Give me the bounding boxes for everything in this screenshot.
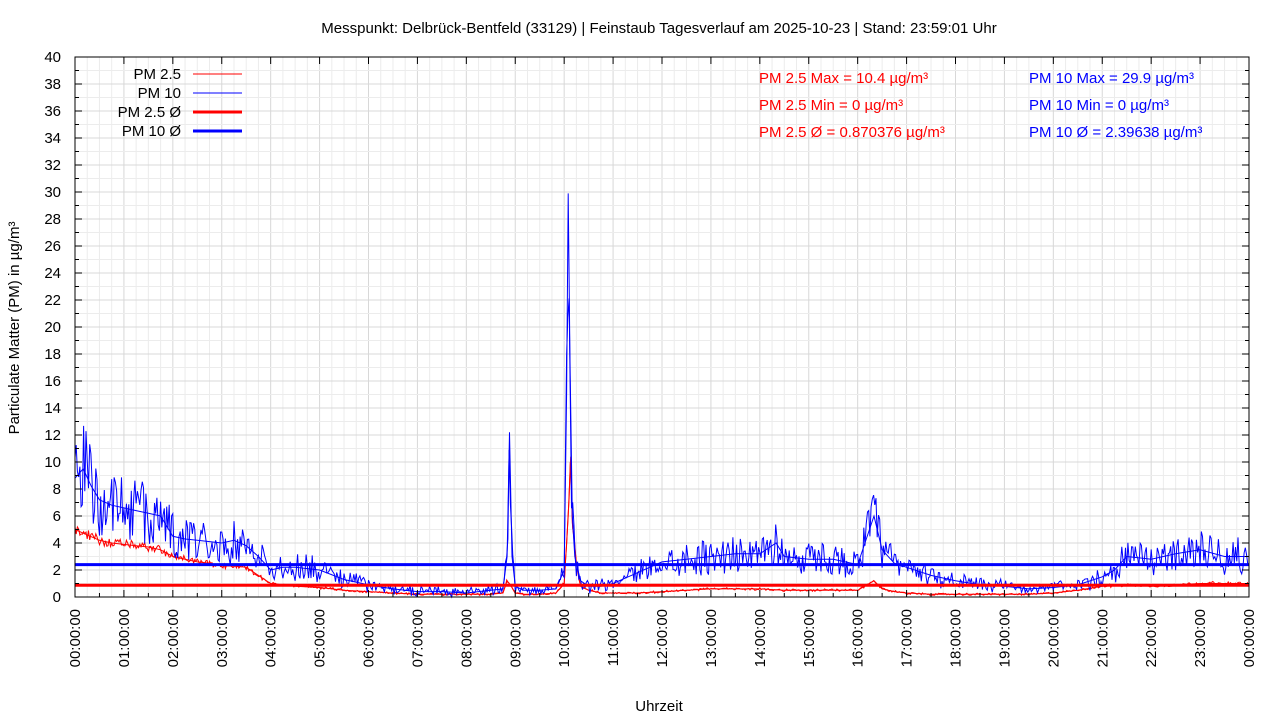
y-tick-label: 34	[44, 130, 61, 147]
pm25-max-annotation: PM 2.5 Max = 10.4 µg/m³	[759, 70, 928, 87]
legend: PM 2.5 PM 10 PM 2.5 Ø PM 10 Ø	[118, 66, 242, 140]
y-tick-label: 30	[44, 184, 61, 201]
y-tick-label: 16	[44, 373, 61, 390]
pm10-avg-annotation: PM 10 Ø = 2.39638 µg/m³	[1029, 124, 1202, 141]
x-tick-label: 05:00:00	[312, 609, 329, 667]
x-tick-label: 21:00:00	[1094, 609, 1111, 667]
y-tick-label: 14	[44, 400, 61, 417]
y-tick-label: 40	[44, 49, 61, 66]
x-tick-label: 11:00:00	[605, 609, 622, 666]
x-tick-label: 19:00:00	[996, 609, 1013, 667]
y-tick-label: 4	[53, 535, 61, 552]
axis-ticks	[74, 56, 1250, 598]
x-tick-label: 04:00:00	[263, 609, 280, 667]
x-tick-label: 15:00:00	[801, 609, 818, 667]
y-tick-label: 2	[53, 562, 61, 579]
x-tick-label: 07:00:00	[409, 609, 426, 667]
chart-title: Messpunkt: Delbrück-Bentfeld (33129) | F…	[321, 20, 996, 37]
x-tick-label: 22:00:00	[1143, 609, 1160, 667]
average-lines	[75, 563, 1249, 587]
series-line-pm25	[74, 462, 1249, 597]
legend-label-pm10: PM 10	[138, 85, 181, 102]
x-tick-label: 10:00:00	[556, 609, 573, 667]
x-tick-label: 02:00:00	[165, 609, 182, 667]
y-tick-label: 32	[44, 157, 61, 174]
x-tick-label: 14:00:00	[752, 609, 769, 667]
y-tick-label: 6	[53, 508, 61, 525]
x-tick-label: 00:00:00	[1241, 609, 1258, 667]
y-tick-label: 38	[44, 76, 61, 93]
x-tick-label: 01:00:00	[116, 609, 133, 667]
x-tick-label: 23:00:00	[1192, 609, 1209, 667]
legend-label-pm25: PM 2.5	[133, 66, 181, 83]
series-line-pm10	[74, 298, 1249, 599]
x-tick-labels: 00:00:00 01:00:00 02:00:00 03:00:00 04:00:00…	[67, 609, 1258, 667]
series-keypoints-pm10	[74, 193, 1249, 594]
x-axis-label: Uhrzeit	[635, 698, 683, 715]
x-tick-label: 20:00:00	[1045, 609, 1062, 667]
x-tick-label: 08:00:00	[458, 609, 475, 667]
y-tick-label: 24	[44, 265, 61, 282]
legend-label-pm10-avg: PM 10 Ø	[122, 123, 182, 140]
x-tick-label: 16:00:00	[850, 609, 867, 667]
y-tick-label: 20	[44, 319, 61, 336]
y-tick-label: 8	[53, 481, 61, 498]
y-axis-label: Particulate Matter (PM) in µg/m³	[6, 222, 23, 435]
pm25-avg-annotation: PM 2.5 Ø = 0.870376 µg/m³	[759, 124, 945, 141]
x-tick-label: 17:00:00	[899, 609, 916, 667]
x-tick-label: 00:00:00	[67, 609, 84, 667]
x-tick-label: 06:00:00	[361, 609, 378, 667]
x-tick-label: 18:00:00	[948, 609, 965, 667]
y-tick-label: 12	[44, 427, 61, 444]
y-tick-label: 26	[44, 238, 61, 255]
x-tick-label: 09:00:00	[507, 609, 524, 667]
y-tick-label: 10	[44, 454, 61, 471]
y-tick-label: 18	[44, 346, 61, 363]
y-tick-label: 22	[44, 292, 61, 309]
y-tick-label: 36	[44, 103, 61, 120]
y-tick-label: 28	[44, 211, 61, 228]
pm10-max-annotation: PM 10 Max = 29.9 µg/m³	[1029, 70, 1194, 87]
pm25-min-annotation: PM 2.5 Min = 0 µg/m³	[759, 97, 903, 114]
pm10-min-annotation: PM 10 Min = 0 µg/m³	[1029, 97, 1169, 114]
legend-label-pm25-avg: PM 2.5 Ø	[118, 104, 182, 121]
x-tick-label: 03:00:00	[214, 609, 231, 667]
x-tick-label: 13:00:00	[703, 609, 720, 667]
stats-annotations: PM 2.5 Max = 10.4 µg/m³ PM 2.5 Min = 0 µ…	[759, 70, 1202, 141]
y-tick-label: 0	[53, 589, 61, 606]
x-tick-label: 12:00:00	[654, 609, 671, 667]
